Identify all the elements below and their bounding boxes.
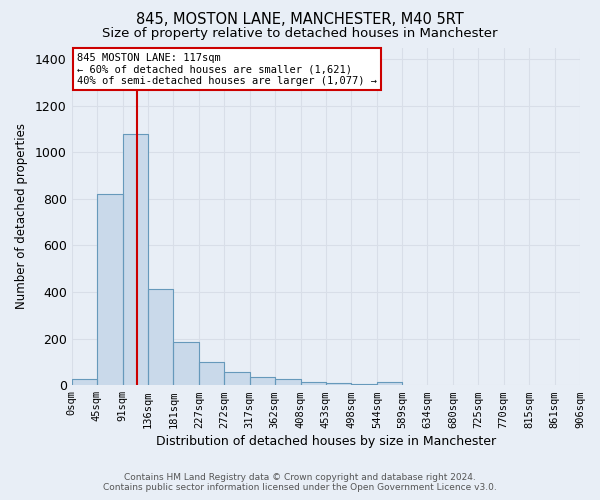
Text: Contains HM Land Registry data © Crown copyright and database right 2024.
Contai: Contains HM Land Registry data © Crown c… [103,473,497,492]
X-axis label: Distribution of detached houses by size in Manchester: Distribution of detached houses by size … [156,434,496,448]
Text: Size of property relative to detached houses in Manchester: Size of property relative to detached ho… [102,28,498,40]
Text: 845 MOSTON LANE: 117sqm
← 60% of detached houses are smaller (1,621)
40% of semi: 845 MOSTON LANE: 117sqm ← 60% of detache… [77,52,377,86]
Y-axis label: Number of detached properties: Number of detached properties [15,124,28,310]
Text: 845, MOSTON LANE, MANCHESTER, M40 5RT: 845, MOSTON LANE, MANCHESTER, M40 5RT [136,12,464,28]
